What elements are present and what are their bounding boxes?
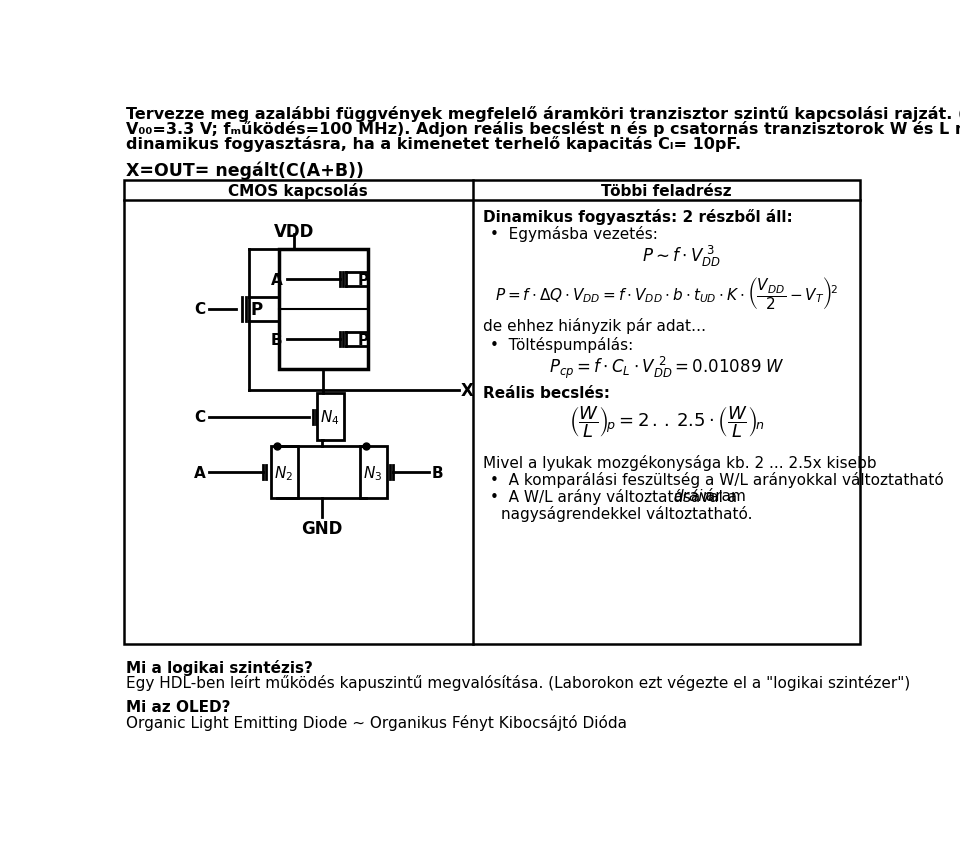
Text: Dinamikus fogyasztás: 2 részből áll:: Dinamikus fogyasztás: 2 részből áll: bbox=[484, 208, 793, 224]
Text: C: C bbox=[194, 302, 205, 317]
Text: X=OUT= negált(C(A+B)): X=OUT= negált(C(A+B)) bbox=[126, 161, 364, 179]
Text: Többi feladrész: Többi feladrész bbox=[601, 183, 732, 198]
Text: $\left(\dfrac{W}{L}\right)_{\!p} = 2{\,}.{\,}.{\,}2.5 \cdot \left(\dfrac{W}{L}\r: $\left(\dfrac{W}{L}\right)_{\!p} = 2{\,}… bbox=[568, 403, 764, 439]
Text: $N_3$: $N_3$ bbox=[363, 463, 382, 482]
Text: •  Egymásba vezetés:: • Egymásba vezetés: bbox=[490, 225, 658, 241]
Text: •  Töltéspumpálás:: • Töltéspumpálás: bbox=[490, 336, 633, 352]
Text: $N_2$: $N_2$ bbox=[274, 463, 293, 482]
Text: $P\sim f \cdot V_{DD}^{\ 3}$: $P\sim f \cdot V_{DD}^{\ 3}$ bbox=[642, 244, 721, 269]
Text: dinamikus fogyasztásra, ha a kimenetet terhelő kapacitás Cₗ= 10pF.: dinamikus fogyasztásra, ha a kimenetet t… bbox=[126, 136, 741, 152]
Text: CMOS kapcsolás: CMOS kapcsolás bbox=[228, 183, 368, 199]
Text: Tervezze meg azalábbi függvények megfelelő áramköri tranzisztor szintű kapcsolás: Tervezze meg azalábbi függvények megfele… bbox=[126, 106, 960, 121]
Text: P: P bbox=[357, 272, 369, 287]
Text: •  A komparálási feszültség a W/L arányokkal változtatható: • A komparálási feszültség a W/L arányok… bbox=[490, 472, 944, 488]
Text: drain: drain bbox=[673, 489, 712, 503]
Text: Egy HDL-ben leírt működés kapuszintű megvalósítása. (Laborokon ezt végezte el a : Egy HDL-ben leírt működés kapuszintű meg… bbox=[126, 675, 910, 691]
Bar bbox=[124, 181, 860, 644]
Text: Organic Light Emitting Diode ~ Organikus Fényt Kibocsájtó Dióda: Organic Light Emitting Diode ~ Organikus… bbox=[126, 715, 627, 730]
Text: P: P bbox=[251, 300, 262, 319]
Text: de ehhez hiányzik pár adat…: de ehhez hiányzik pár adat… bbox=[484, 317, 707, 334]
Text: V₀₀=3.3 V; fₘűködés=100 MHz). Adjon reális becslést n és p csatornás tranzisztor: V₀₀=3.3 V; fₘűködés=100 MHz). Adjon reál… bbox=[126, 121, 960, 136]
Text: áram: áram bbox=[701, 489, 746, 503]
Bar bbox=[271, 447, 298, 498]
Bar bbox=[317, 394, 345, 441]
Text: Mi a logikai szintézis?: Mi a logikai szintézis? bbox=[126, 659, 313, 676]
Bar bbox=[360, 447, 387, 498]
Bar bbox=[278, 250, 368, 369]
Text: $N_4$: $N_4$ bbox=[320, 408, 340, 426]
Text: Mi az OLED?: Mi az OLED? bbox=[126, 699, 230, 714]
Text: nagyságrendekkel változtatható.: nagyságrendekkel változtatható. bbox=[500, 505, 752, 521]
Text: •  A W/L arány változtatásával a: • A W/L arány változtatásával a bbox=[490, 489, 742, 504]
Text: B: B bbox=[271, 332, 283, 347]
Text: P: P bbox=[357, 332, 369, 347]
Text: Mivel a lyukak mozgékonysága kb. 2 ... 2.5x kisebb: Mivel a lyukak mozgékonysága kb. 2 ... 2… bbox=[484, 455, 877, 471]
Text: X: X bbox=[461, 382, 474, 400]
Text: VDD: VDD bbox=[275, 223, 315, 241]
Text: Reális becslés:: Reális becslés: bbox=[484, 386, 611, 400]
Text: GND: GND bbox=[300, 519, 342, 537]
Text: $P_{cp} = f \cdot C_L \cdot V_{DD}^{\ 2} = 0.01089\;W$: $P_{cp} = f \cdot C_L \cdot V_{DD}^{\ 2}… bbox=[549, 355, 784, 381]
Text: A: A bbox=[271, 272, 283, 287]
Text: $P = f \cdot \Delta Q \cdot V_{DD} = f \cdot V_{DD} \cdot b \cdot t_{UD} \cdot K: $P = f \cdot \Delta Q \cdot V_{DD} = f \… bbox=[494, 275, 838, 311]
Text: A: A bbox=[194, 465, 205, 480]
Text: C: C bbox=[194, 409, 205, 425]
Text: B: B bbox=[431, 465, 443, 480]
